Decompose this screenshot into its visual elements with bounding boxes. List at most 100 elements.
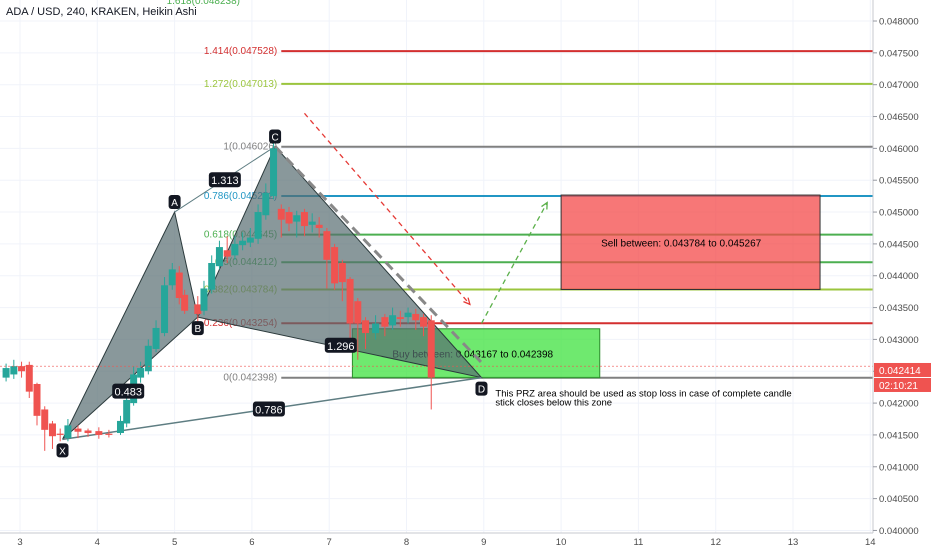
candle-body (427, 320, 435, 378)
candle-body (137, 368, 145, 378)
x-tick-label: 4 (95, 537, 100, 548)
pattern-point-label: C (271, 132, 278, 143)
green-arrow-line (480, 202, 548, 324)
ratio-label-bg (252, 401, 285, 417)
green-arrow-head (541, 201, 548, 210)
candle-body (331, 247, 339, 284)
pattern-point-b: B (191, 321, 204, 336)
prz-note-line: stick closes below this zone (495, 398, 612, 409)
y-tick-label: 0.042000 (879, 399, 919, 410)
candle-body (412, 313, 420, 321)
candle-body (194, 304, 202, 314)
pattern-point-label: B (194, 324, 201, 335)
candle-body (420, 317, 428, 327)
ratio-label-text: 0.483 (114, 387, 142, 399)
candle-body (84, 430, 92, 434)
fib-level-label: 1.414(0.047528) (204, 46, 277, 57)
fib-label-1-618: 1.618(0.048238) (167, 0, 240, 7)
x-tick-label: 13 (788, 537, 799, 548)
candle-body (41, 409, 49, 430)
y-tick-label: 0.046500 (879, 112, 919, 123)
candle-body (239, 240, 247, 246)
y-tick-label: 0.047000 (879, 80, 919, 91)
x-tick-label: 6 (249, 537, 254, 548)
y-tick-label: 0.040000 (879, 526, 919, 537)
fib-level-label: 1.272(0.047013) (204, 79, 277, 90)
candle-body (25, 364, 33, 392)
candle-body (200, 288, 208, 311)
ratio-label-bg (208, 172, 241, 188)
candle-body (116, 420, 124, 434)
candle-body (372, 323, 380, 334)
y-tick-label: 0.046000 (879, 144, 919, 155)
candle-body (18, 366, 26, 372)
candle-body (277, 208, 285, 220)
ratio-label-bg (112, 383, 145, 399)
time-badge: 02:10:21 (874, 377, 931, 392)
pattern-point-bg (56, 443, 69, 458)
candle-body (144, 345, 152, 372)
candle-body (152, 327, 160, 349)
x-tick-label: 12 (710, 537, 721, 548)
ratio-label: 0.786 (252, 401, 285, 417)
candle-body (231, 243, 239, 256)
candle-body (105, 433, 113, 435)
y-tick-label: 0.048000 (879, 17, 919, 28)
candle-body (354, 301, 362, 324)
price-badge: 0.042414 (874, 362, 931, 377)
candle-body (381, 317, 389, 327)
candle-body (315, 224, 323, 228)
pattern-point-c: C (269, 129, 282, 144)
ratio-label: 0.483 (112, 383, 145, 399)
fib-level-label: 0.786(0.045252) (204, 191, 277, 202)
sell-zone (560, 194, 821, 290)
candle-body (293, 215, 301, 222)
candle-body (175, 272, 183, 299)
candle-body (246, 237, 254, 243)
candle-body (362, 320, 370, 334)
x-tick-label: 9 (481, 537, 486, 548)
candle-body (56, 433, 64, 435)
pattern-point-label: D (478, 385, 485, 396)
candle-body (262, 192, 270, 216)
harmonic-guide-dashed (274, 145, 485, 366)
candle-body (74, 428, 82, 432)
red-arrow-line (303, 112, 471, 305)
pattern-point-bg (168, 195, 181, 210)
pattern-point-label: A (171, 198, 178, 209)
y-tick-label: 0.041000 (879, 462, 919, 473)
candle-body (208, 262, 216, 290)
pattern-point-bg (475, 381, 488, 396)
candle-body (338, 262, 346, 283)
time-badge-text: 02:10:21 (879, 381, 918, 392)
candle-body (181, 294, 189, 311)
pattern-point-x: X (56, 443, 69, 458)
candle-body (300, 212, 308, 227)
candle-body (223, 250, 231, 257)
pattern-point-bg (269, 129, 282, 144)
pattern-point-label: X (59, 446, 66, 457)
ratio-label: 1.313 (208, 172, 241, 188)
ratio-label-bg (324, 337, 357, 353)
candles (2, 142, 435, 451)
y-tick-label: 0.045000 (879, 208, 919, 219)
y-tick-label: 0.043500 (879, 303, 919, 314)
x-tick-label: 5 (172, 537, 177, 548)
candle-body (2, 368, 10, 378)
x-tick-label: 3 (17, 537, 22, 548)
y-tick-label: 0.045500 (879, 176, 919, 187)
price-badge-text: 0.042414 (879, 366, 921, 377)
y-tick-label: 0.047500 (879, 48, 919, 59)
candle-body (215, 247, 223, 267)
y-tick-label: 0.043000 (879, 335, 919, 346)
sell-zone-label: Sell between: 0.043784 to 0.045267 (601, 238, 762, 249)
pattern-point-bg (191, 321, 204, 336)
ratio-label-text: 1.313 (211, 175, 239, 187)
candle-body (95, 431, 103, 435)
candle-body (33, 383, 41, 416)
pattern-point-d: D (475, 381, 488, 396)
candle-body (64, 425, 72, 439)
ratio-label: 1.296 (324, 337, 357, 353)
